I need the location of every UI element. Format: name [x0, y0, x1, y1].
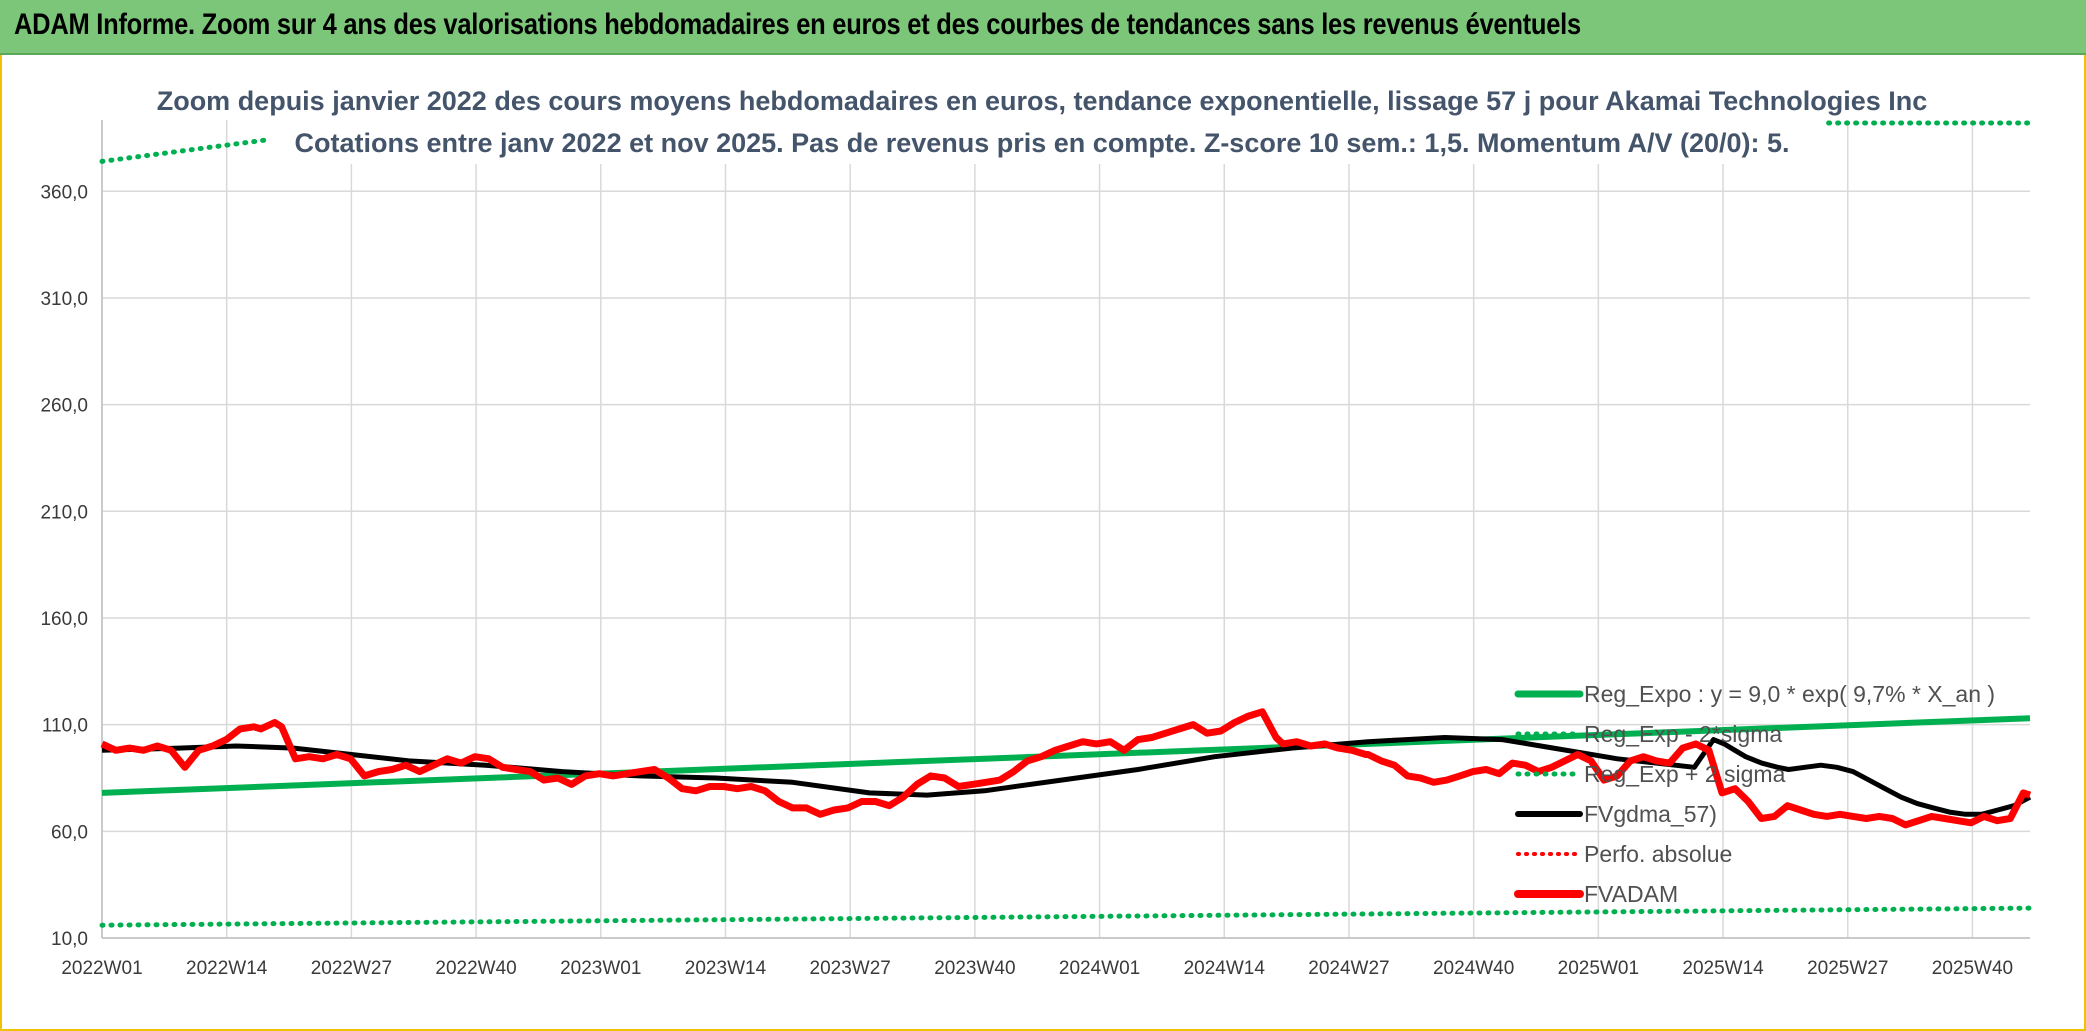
axis-ticks: 10,0 60,0 110,0 160,0 210,0 260,0 310,0 360,0 20…	[40, 182, 2013, 979]
title-background	[268, 68, 1816, 164]
x-tick-label: 2025W14	[1682, 958, 1764, 979]
legend-label: Perfo. absolue	[1584, 841, 1732, 867]
x-tick-label: 2025W01	[1558, 958, 1639, 979]
y-tick-label: 10,0	[51, 929, 88, 950]
x-tick-label: 2022W27	[311, 958, 392, 979]
x-tick-label: 2023W40	[934, 958, 1015, 979]
y-tick-label: 110,0	[42, 716, 88, 737]
header-banner: ADAM Informe. Zoom sur 4 ans des valoris…	[0, 0, 2086, 55]
x-tick-label: 2024W14	[1184, 958, 1266, 979]
x-tick-label: 2023W27	[810, 958, 891, 979]
y-tick-label: 210,0	[40, 502, 88, 523]
y-tick-label: 260,0	[40, 396, 88, 417]
x-tick-label: 2025W27	[1807, 958, 1888, 979]
x-tick-label: 2024W27	[1308, 958, 1389, 979]
page-title: ADAM Informe. Zoom sur 4 ans des valoris…	[14, 8, 1581, 41]
series-fvadam	[100, 708, 2032, 829]
legend-label: FVADAM	[1584, 881, 1678, 907]
x-tick-label: 2022W14	[186, 958, 268, 979]
gridlines	[101, 120, 2030, 939]
x-tick-label: 2024W40	[1433, 958, 1514, 979]
legend-label: FVgdma_57)	[1584, 801, 1717, 827]
x-tick-label: 2022W40	[435, 958, 516, 979]
series-reg-exp-plus-2sigma	[99, 137, 268, 164]
x-tick-label: 2023W14	[685, 958, 767, 979]
legend-label: Reg_Expo : y = 9,0 * exp( 9,7% * X_an )	[1584, 681, 1995, 707]
y-tick-label: 60,0	[51, 822, 88, 843]
x-tick-label: 2025W40	[1932, 958, 2013, 979]
legend-label: Reg_Exp + 2 sigma	[1584, 761, 1786, 787]
y-tick-label: 360,0	[40, 182, 88, 203]
y-tick-label: 310,0	[40, 289, 88, 310]
x-tick-label: 2023W01	[560, 958, 641, 979]
series-reg-expo	[101, 715, 2031, 796]
x-tick-label: 2024W01	[1059, 958, 1140, 979]
x-tick-label: 2022W01	[61, 958, 142, 979]
legend-label: Reg_Exp - 2*sigma	[1584, 721, 1782, 747]
chart-subtitle: Cotations entre janv 2022 et nov 2025. P…	[294, 128, 1789, 158]
series-lines	[99, 120, 2033, 928]
chart-title: Zoom depuis janvier 2022 des cours moyen…	[157, 86, 1928, 116]
series-reg-exp-minus-2sigma	[99, 905, 2033, 928]
y-tick-label: 160,0	[40, 609, 88, 630]
legend: Reg_Expo : y = 9,0 * exp( 9,7% * X_an ) R…	[1514, 681, 1995, 907]
